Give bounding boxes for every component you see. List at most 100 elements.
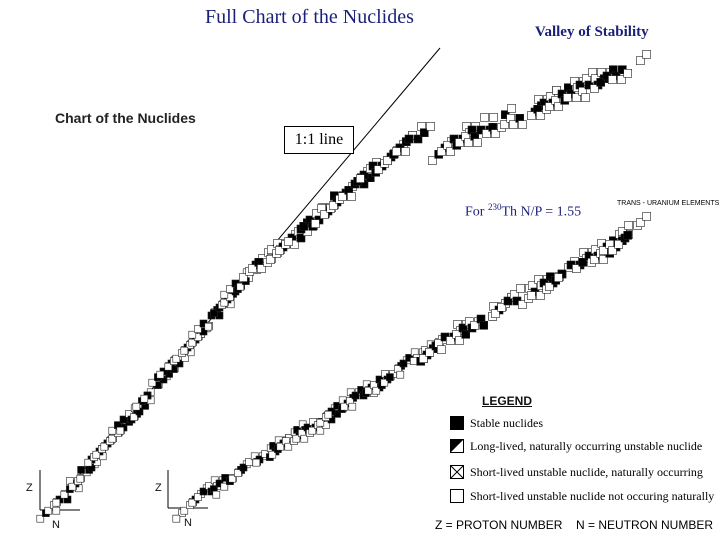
z-definition: Z = PROTON NUMBER <box>435 518 563 532</box>
z-axis-label-right: Z <box>155 482 162 494</box>
lower-left-band-cell <box>188 330 197 339</box>
lower-left-band-cell <box>220 290 229 299</box>
right-upper-band-cell <box>545 282 554 291</box>
chart-of-nuclides-label: Chart of the Nuclides <box>55 110 196 126</box>
lower-left-band-cell <box>220 298 229 307</box>
middle-band-cell <box>239 273 248 282</box>
upper-band-cell <box>635 56 645 66</box>
lower-left-band-cell <box>76 474 85 483</box>
upper-band-cell <box>581 93 590 102</box>
short-lived-natural-swatch-icon <box>450 465 464 479</box>
stable-swatch-icon <box>450 416 464 430</box>
upper-band-cell <box>590 84 599 93</box>
right-lower-band-cell <box>292 434 301 443</box>
upper-band-cell <box>482 129 491 138</box>
lower-left-band-cell <box>116 426 125 435</box>
right-upper-band-cell <box>419 354 428 363</box>
right-lower-band-cell <box>399 359 408 368</box>
trans-uranium-label: TRANS - URANIUM ELEMENTS <box>617 200 720 207</box>
middle-band-cell <box>329 201 338 210</box>
middle-band-cell <box>383 156 392 165</box>
middle-band-cell <box>426 122 435 131</box>
note-body: Th N/P = 1.55 <box>501 204 582 220</box>
thorium-ratio-note: For 230Th N/P = 1.55 <box>465 202 581 221</box>
right-upper-band-cell <box>516 284 525 293</box>
right-lower-band-cell <box>300 434 309 443</box>
right-upper-band-cell <box>572 264 581 273</box>
right-lower-band-cell <box>188 498 197 507</box>
right-upper-band-cell <box>635 218 645 227</box>
right-lower-band-cell <box>172 514 181 523</box>
lower-left-band-cell <box>92 450 101 459</box>
right-upper-band-cell <box>554 273 563 282</box>
right-lower-band-cell <box>234 469 242 477</box>
n-axis-label-left: N <box>52 519 60 531</box>
middle-band-cell <box>248 264 257 273</box>
lower-left-band-cell <box>236 282 245 291</box>
lower-left-band-cell <box>156 370 165 379</box>
middle-band-cell <box>338 192 347 201</box>
upper-band-cell <box>455 138 464 147</box>
right-lower-band-cell <box>324 410 333 419</box>
right-lower-band-cell <box>396 370 405 379</box>
upper-band-cell <box>596 78 606 87</box>
middle-band-cell <box>266 255 275 264</box>
legend-label: Stable nuclides <box>470 415 543 430</box>
right-lower-band-cell <box>351 391 360 400</box>
upper-band-cell <box>608 75 617 84</box>
upper-band-cell <box>617 75 626 84</box>
right-lower-band-cell <box>199 487 208 496</box>
upper-band-cell <box>437 147 446 156</box>
upper-band-cell <box>507 104 516 113</box>
right-lower-band-cell <box>386 373 394 381</box>
lower-left-band-cell <box>60 490 69 499</box>
middle-band-cell <box>419 128 429 137</box>
middle-band-cell <box>392 147 401 156</box>
upper-band-cell <box>572 93 581 102</box>
upper-band-cell <box>554 102 563 111</box>
one-to-one-line-label: 1:1 line <box>284 126 354 154</box>
legend-label: Short-lived unstable nuclide, naturally … <box>470 464 703 479</box>
right-upper-band-cell <box>599 246 608 255</box>
note-prefix: For <box>465 204 488 220</box>
right-lower-band-cell <box>239 463 248 472</box>
lower-left-band-cell <box>164 362 173 371</box>
right-lower-band-cell <box>220 482 229 491</box>
right-upper-band-cell <box>503 296 513 306</box>
right-upper-band-cell <box>425 347 435 357</box>
right-upper-band-cell <box>497 302 507 312</box>
right-upper-band-cell <box>642 212 651 221</box>
lower-left-band-cell <box>68 482 77 491</box>
lower-left-band-cell <box>100 442 109 451</box>
right-lower-band-cell <box>316 418 325 427</box>
right-upper-band-cell <box>491 309 500 318</box>
middle-band-cell <box>320 210 329 219</box>
right-upper-band-cell <box>614 240 624 249</box>
slide-title: Full Chart of the Nuclides <box>205 6 414 28</box>
right-lower-band-cell <box>276 442 285 451</box>
right-upper-band-cell <box>623 231 633 240</box>
lower-left-band-cell <box>52 498 61 507</box>
right-lower-band-cell <box>348 402 357 411</box>
lower-left-band-cell <box>36 514 45 523</box>
right-upper-band-cell <box>527 291 536 300</box>
legend-title: LEGEND <box>482 394 533 408</box>
right-lower-band-cell <box>284 442 293 451</box>
right-upper-band-cell <box>590 255 599 264</box>
middle-band-cell <box>401 147 410 156</box>
middle-band-cell <box>311 219 320 228</box>
middle-band-cell <box>404 134 414 144</box>
middle-band-cell <box>413 134 423 144</box>
right-lower-band-cell <box>410 357 418 365</box>
upper-band-cell <box>473 138 482 147</box>
z-axis-label-left: Z <box>26 482 33 494</box>
right-upper-band-cell <box>608 246 617 255</box>
legend-item-short-lived-natural: Short-lived unstable nuclide, naturally … <box>450 464 703 480</box>
legend-item-short-lived-unnatural: Short-lived unstable nuclide not occurin… <box>450 488 714 504</box>
middle-band-cell <box>356 174 365 183</box>
upper-band-cell <box>642 50 651 59</box>
long-lived-swatch-icon <box>450 439 464 453</box>
n-axis-label-right: N <box>184 517 192 529</box>
middle-band-cell <box>257 264 266 273</box>
middle-band-cell <box>299 222 309 231</box>
